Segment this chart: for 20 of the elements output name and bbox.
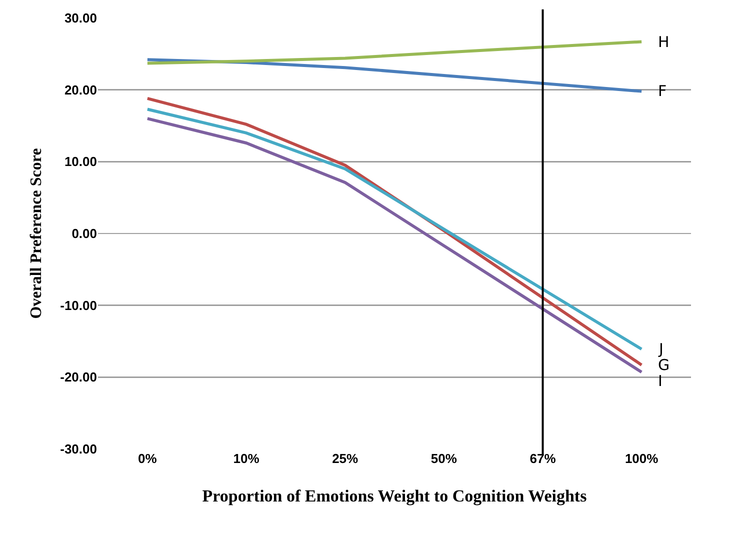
x-tick-label: 25%: [332, 451, 359, 466]
x-tick-label: 67%: [530, 451, 556, 466]
series-label: I: [658, 372, 662, 390]
series-label: J: [658, 340, 664, 358]
y-tick-label: 10.00: [64, 154, 97, 170]
y-tick-label: -20.00: [60, 370, 97, 385]
x-tick-label: 100%: [624, 451, 659, 466]
x-tick-label: 10%: [233, 451, 260, 466]
series-label: G: [658, 356, 670, 374]
x-tick-label: 0%: [138, 451, 158, 466]
series-label: H: [658, 33, 670, 51]
series-label: F: [658, 82, 667, 100]
y-axis-title: Overall Preference Score: [28, 148, 46, 319]
y-tick-label: 20.00: [64, 82, 97, 98]
y-tick-label: 30.00: [64, 10, 97, 26]
x-tick-label: 50%: [430, 451, 458, 466]
y-tick-label: -30.00: [60, 442, 97, 457]
y-tick-label: 0.00: [72, 226, 97, 242]
x-axis-title: Proportion of Emotions Weight to Cognition Weights: [202, 486, 588, 506]
y-tick-label: -10.00: [60, 298, 97, 313]
